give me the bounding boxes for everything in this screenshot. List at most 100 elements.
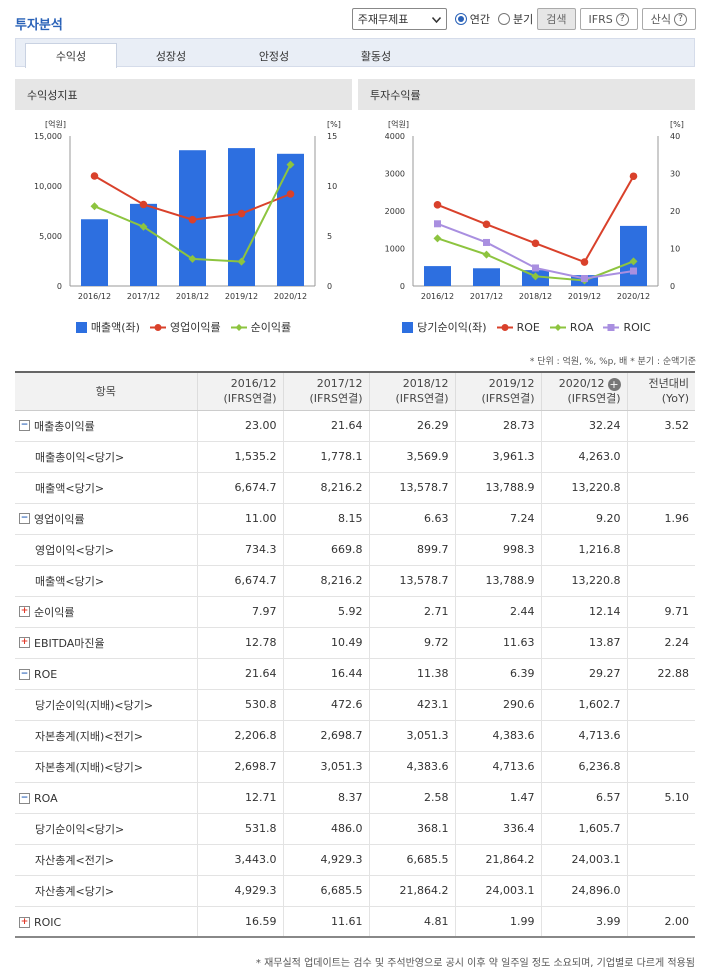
row-value: 13,220.8 [540, 472, 627, 504]
row-value: 4,383.6 [368, 751, 455, 783]
radio-annual[interactable]: 연간 [454, 11, 491, 27]
row-value: 1,602.7 [540, 689, 627, 721]
row-label-cell[interactable]: − ROA [15, 782, 197, 814]
table-row: 매출총이익<당기> 1,535.2 1,778.1 3,569.9 3,961.3 4,2… [15, 441, 695, 473]
header-column: 2019/12 (IFRS연결) [454, 371, 541, 411]
collapse-icon[interactable]: − [19, 513, 30, 525]
row-value: 486.0 [282, 813, 369, 845]
x-tick-label: 2017/12 [127, 292, 160, 301]
radio-quarter-dot[interactable] [498, 13, 511, 25]
row-value: 1.47 [454, 782, 541, 814]
row-label: 영업이익률 [34, 512, 85, 526]
row-value: 32.24 [540, 410, 627, 442]
row-label-cell[interactable]: + EBITDA마진율 [15, 627, 197, 659]
statement-select-value: 주재무제표 [357, 13, 409, 26]
chart-legend: 매출액(좌) 영업이익률 순이익률 [15, 319, 352, 335]
row-value: 368.1 [368, 813, 455, 845]
row-value [626, 565, 695, 597]
collapse-icon[interactable]: − [19, 793, 30, 804]
x-tick-label: 2016/12 [78, 292, 111, 301]
x-tick-label: 2019/12 [568, 292, 601, 301]
expand-icon[interactable]: + [19, 916, 30, 928]
row-label-wrap: − 영업이익률 [19, 511, 85, 527]
return-chart: [억원] [%] 4000 3000 2000 1000 0 40 30 20 10 0 2016/12… [385, 119, 684, 301]
row-value: 11.00 [196, 503, 283, 535]
left-tick-label: 4000 [385, 132, 405, 141]
table-row: − 매출총이익률 23.00 21.64 26.29 28.73 32.24 3.52 [15, 410, 695, 442]
data-point [630, 267, 637, 275]
row-value: 6.63 [368, 503, 455, 535]
row-label: 순이익률 [34, 605, 75, 619]
row-label-wrap: − ROE [19, 668, 57, 681]
expand-icon[interactable]: + [19, 637, 30, 649]
x-tick-label: 2018/12 [519, 292, 552, 301]
formula-button[interactable]: 산식 ? [641, 8, 696, 30]
data-point [434, 220, 441, 228]
row-label: ROE [34, 668, 58, 681]
row-value: 531.8 [196, 813, 283, 845]
row-value: 28.73 [454, 410, 541, 442]
expand-icon[interactable]: + [19, 606, 30, 618]
row-label-cell[interactable]: + 순이익률 [15, 596, 197, 628]
row-label-cell[interactable]: − ROE [15, 658, 197, 690]
right-tick-label: 0 [327, 282, 332, 291]
statement-select[interactable]: 주재무제표 [351, 8, 447, 30]
ifrs-button[interactable]: IFRS ? [579, 8, 638, 30]
row-label-wrap: 자산총계<전기> [35, 852, 114, 868]
row-label-cell[interactable]: − 매출총이익률 [15, 410, 197, 442]
tab-stability[interactable]: 안정성 [258, 49, 290, 63]
legend-item: 당기순이익(좌) [402, 319, 487, 335]
data-point [531, 272, 540, 281]
right-tick-label: 20 [670, 207, 680, 216]
table-row: + EBITDA마진율 12.78 10.49 9.72 11.63 13.87 2.24 [15, 627, 695, 659]
series-line [437, 175, 635, 264]
row-value: 6,236.8 [540, 751, 627, 783]
bar [81, 219, 108, 286]
legend-label: ROE [516, 320, 540, 334]
row-value: 1,778.1 [282, 441, 369, 473]
tab-growth[interactable]: 성장성 [155, 49, 187, 63]
left-tick-label: 0 [400, 282, 405, 291]
row-label-cell[interactable]: − 영업이익률 [15, 503, 197, 535]
row-value: 472.6 [282, 689, 369, 721]
legend-line-swatch [230, 323, 247, 331]
row-value: 21.64 [282, 410, 369, 442]
row-label: ROIC [34, 915, 62, 929]
legend-item: 매출액(좌) [75, 319, 140, 335]
row-label-cell[interactable]: + ROIC [15, 906, 197, 938]
radio-annual-dot[interactable] [454, 13, 467, 25]
table-row: 자산총계<당기> 4,929.3 6,685.5 21,864.2 24,003.1 24… [15, 875, 695, 907]
row-value: 7.24 [454, 503, 541, 535]
row-value: 2.58 [368, 782, 455, 814]
column-year: 전년대비 [648, 377, 689, 391]
collapse-icon[interactable]: − [19, 420, 30, 432]
radio-quarter[interactable]: 분기 [498, 11, 533, 27]
row-value: 24,896.0 [540, 875, 627, 907]
radio-annual-label: 연간 [469, 13, 491, 26]
search-button[interactable]: 검색 [537, 8, 576, 30]
bar [277, 153, 304, 286]
row-label: 자산총계<전기> [35, 853, 115, 867]
row-value: 4,713.6 [540, 720, 627, 752]
data-point [139, 222, 148, 231]
row-value: 3.99 [540, 906, 627, 938]
row-label-wrap: 자산총계<당기> [35, 883, 114, 899]
row-value: 13.87 [540, 627, 627, 659]
data-point [286, 160, 295, 169]
row-value: 16.59 [196, 906, 283, 938]
data-table: 항목 2016/12 (IFRS연결) 2017/12 (IFRS연결) 2018/… [15, 371, 695, 938]
tab-profitability[interactable]: 수익성 [25, 43, 117, 68]
collapse-icon[interactable]: − [19, 669, 30, 680]
left-axis-unit: [억원] [388, 119, 409, 129]
row-value: 13,788.9 [454, 565, 541, 597]
row-value [626, 534, 695, 566]
row-value: 6.39 [454, 658, 541, 690]
row-label-cell: 자본총계(지배)<당기> [15, 751, 197, 783]
row-label: 자산총계<당기> [35, 884, 115, 898]
right-tick-label: 15 [327, 132, 337, 141]
x-tick-label: 2017/12 [470, 292, 503, 301]
legend-bar-swatch [75, 321, 87, 333]
add-column-icon[interactable]: + [607, 377, 621, 391]
data-point [237, 257, 246, 266]
tab-activity[interactable]: 활동성 [360, 49, 392, 63]
